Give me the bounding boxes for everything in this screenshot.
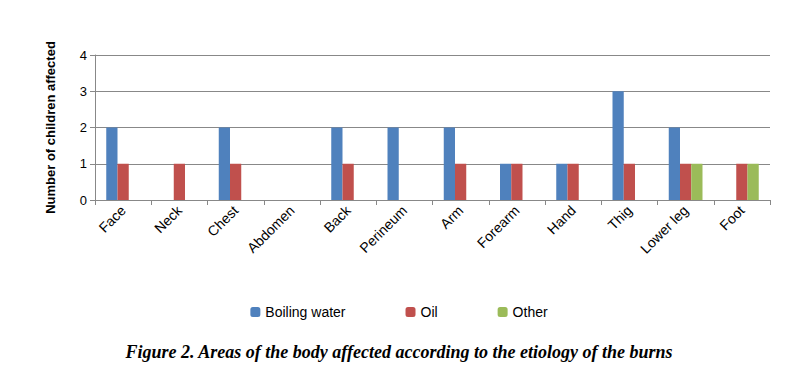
svg-text:3: 3: [80, 84, 87, 99]
svg-text:Boiling water: Boiling water: [265, 304, 345, 320]
svg-text:Other: Other: [513, 304, 548, 320]
svg-text:Abdomen: Abdomen: [244, 202, 298, 256]
svg-text:Lower leg: Lower leg: [637, 202, 691, 256]
svg-text:Neck: Neck: [151, 202, 186, 237]
svg-text:Thig: Thig: [604, 202, 635, 233]
svg-text:Forearm: Forearm: [474, 202, 523, 251]
svg-text:Arm: Arm: [437, 202, 466, 231]
svg-text:2: 2: [80, 120, 87, 135]
svg-text:0: 0: [80, 193, 87, 208]
svg-text:Figure 2. Areas of the body af: Figure 2. Areas of the body affected acc…: [125, 342, 673, 362]
svg-text:Oil: Oil: [421, 304, 438, 320]
svg-text:Number of children affected: Number of children affected: [43, 41, 58, 214]
svg-text:Back: Back: [320, 202, 354, 236]
svg-text:Foot: Foot: [716, 202, 747, 233]
svg-text:4: 4: [80, 48, 87, 63]
svg-text:Hand: Hand: [544, 202, 579, 237]
svg-text:Chest: Chest: [204, 202, 241, 239]
svg-text:1: 1: [80, 156, 87, 171]
svg-text:Perineum: Perineum: [356, 202, 410, 256]
svg-text:Face: Face: [95, 202, 128, 235]
